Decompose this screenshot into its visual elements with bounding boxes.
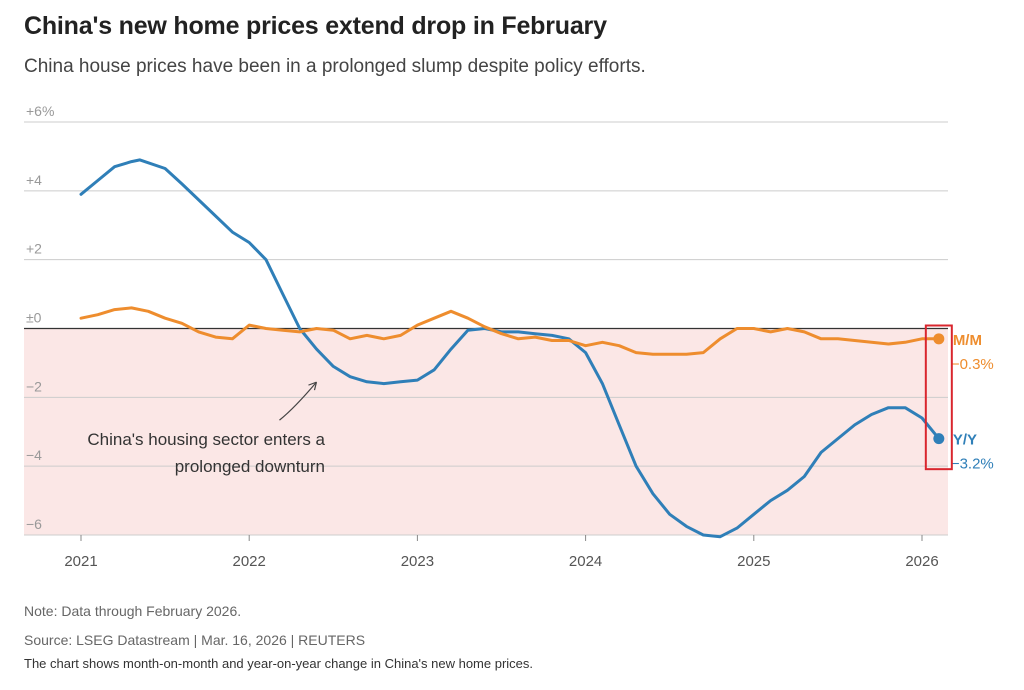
x-tick-label: 2025 [737,553,770,570]
annotation-text: China's housing sector enters a [87,430,325,449]
series-end-value-label: −3.2% [951,456,994,473]
x-tick-label: 2023 [401,553,434,570]
series-end-value-label: −0.3% [951,356,994,373]
series-line-mm [79,306,941,356]
data-note: Note: Data through February 2026. [24,603,242,619]
annotation-arrowhead [308,381,318,391]
latest-value-highlight-box [924,324,953,471]
series-name-label: M/M [953,332,982,349]
y-tick-label: +6% [26,103,54,119]
chart-caption: The chart shows month-on-month and year-… [24,656,534,671]
negative-region-band [24,328,948,535]
annotation-arrow-line [279,381,317,421]
chart-subtitle: China house prices have been in a prolon… [24,56,646,77]
x-tick-label: 2026 [905,553,938,570]
y-tick-label: −2 [26,378,42,394]
end-point-yy [933,433,945,445]
series-name-label: Y/Y [953,432,977,449]
x-tick-label: 2024 [569,553,602,570]
y-tick-label: −4 [26,447,42,463]
y-tick-label: +2 [26,241,42,257]
y-tick-label: +4 [26,172,42,188]
source-line: Source: LSEG Datastream | Mar. 16, 2026 … [24,632,366,648]
y-tick-label: ±0 [26,310,42,326]
x-tick-label: 2022 [233,553,266,570]
chart-title: China's new home prices extend drop in F… [24,12,607,40]
annotation-text: prolonged downturn [175,457,325,476]
end-point-mm [933,333,945,345]
x-tick-label: 2021 [64,553,97,570]
y-tick-label: −6 [26,516,42,532]
series-line-yy [79,158,941,539]
